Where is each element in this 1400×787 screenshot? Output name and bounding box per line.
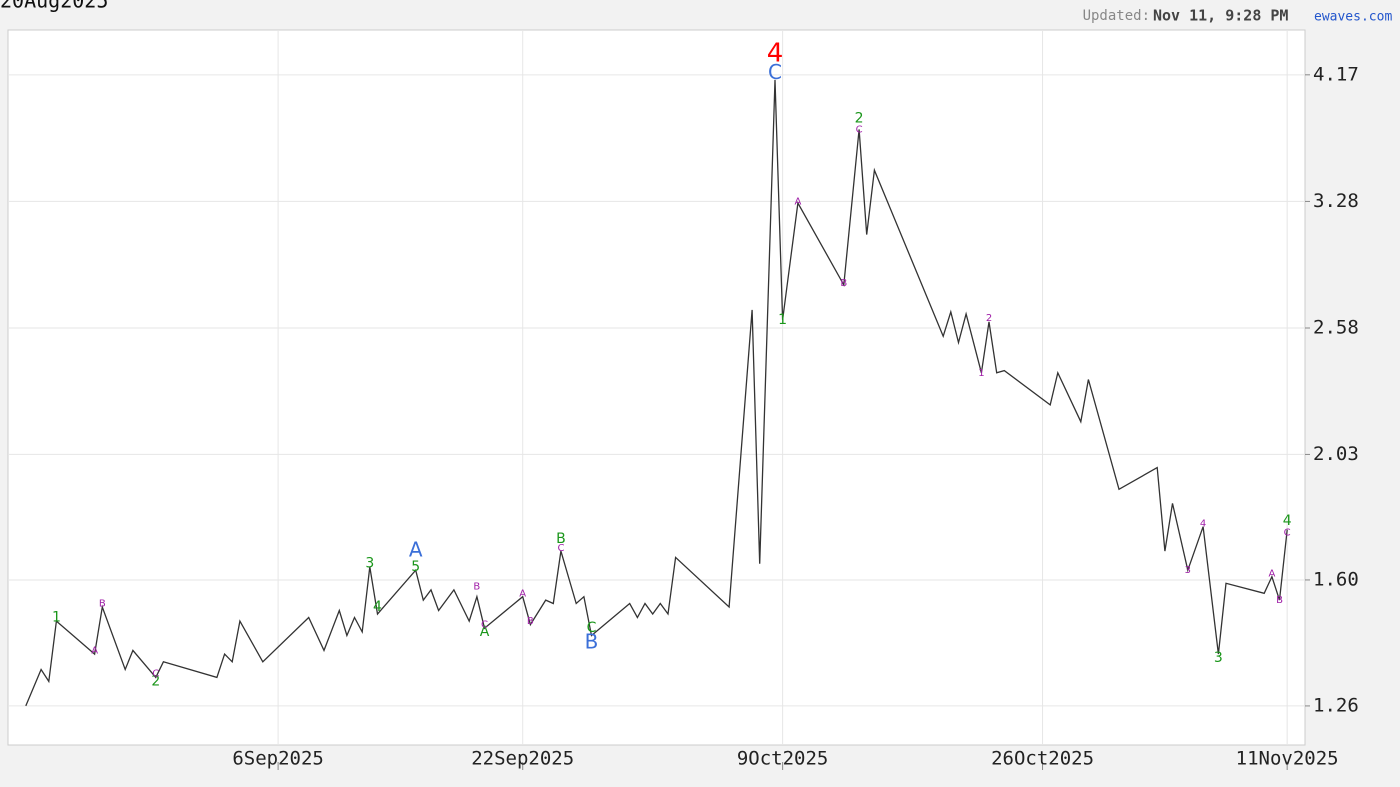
wave-label: C: [768, 60, 782, 84]
wave-label: 5: [411, 559, 420, 575]
wave-label: B: [585, 629, 599, 653]
wave-label: 4: [767, 38, 784, 68]
wave-label: C: [587, 620, 597, 636]
y-tick-label: 1.26: [1313, 694, 1359, 716]
y-tick-label: 4.17: [1313, 63, 1359, 85]
wave-label: C: [856, 124, 863, 135]
x-tick-label: 22Sep2025: [471, 748, 574, 770]
wave-label: B: [840, 278, 847, 289]
wave-label: 2: [151, 673, 160, 689]
wave-label: C: [1284, 528, 1291, 539]
wave-label: A: [409, 538, 423, 562]
wave-label: B: [556, 531, 566, 547]
wave-label: 4: [1283, 513, 1292, 529]
wave-label: 4: [1200, 519, 1206, 530]
wave-label: B: [1276, 595, 1283, 606]
plot-area: [7, 29, 1306, 746]
wave-label: C: [152, 668, 159, 679]
wave-label: B: [527, 616, 534, 627]
wave-label: 1: [778, 312, 787, 328]
updated-time: Nov 11, 9:28 PM: [1153, 7, 1288, 25]
wave-label: 3: [1185, 565, 1191, 576]
price-line: [25, 79, 1288, 707]
x-tick-label: 9Oct2025: [737, 748, 829, 770]
source[interactable]: ewaves.com: [1314, 10, 1392, 25]
wave-label: B: [99, 599, 106, 610]
wave-label: B: [473, 582, 480, 593]
x-tick-label: 6Sep2025: [232, 748, 324, 770]
y-tick-label: 2.58: [1313, 317, 1359, 339]
y-tick-label: 3.28: [1313, 190, 1359, 212]
updated-label: Updated:: [1083, 8, 1150, 24]
wave-label: 1: [52, 610, 61, 626]
wave-label: A: [519, 588, 526, 599]
y-tick-label: 2.03: [1313, 443, 1359, 465]
wave-label: 1: [978, 368, 984, 379]
x-tick-label: 26Oct2025: [991, 748, 1094, 770]
wave-label: A: [1268, 568, 1275, 579]
y-tick-label: 1.60: [1313, 568, 1359, 590]
wave-label: A: [480, 624, 490, 640]
x-tick-label: 11Nov2025: [1236, 748, 1339, 770]
wave-label: 4: [373, 599, 382, 615]
wave-label: 2: [986, 313, 992, 324]
wave-label: 2: [855, 110, 864, 126]
start-date: 20Aug2025: [0, 0, 108, 13]
wave-label: A: [91, 645, 98, 656]
wave-label: C: [481, 620, 488, 631]
wave-label: A: [794, 196, 801, 207]
wave-label: C: [557, 543, 564, 554]
wave-label: 3: [365, 556, 374, 572]
wave-label: 3: [1214, 650, 1223, 666]
